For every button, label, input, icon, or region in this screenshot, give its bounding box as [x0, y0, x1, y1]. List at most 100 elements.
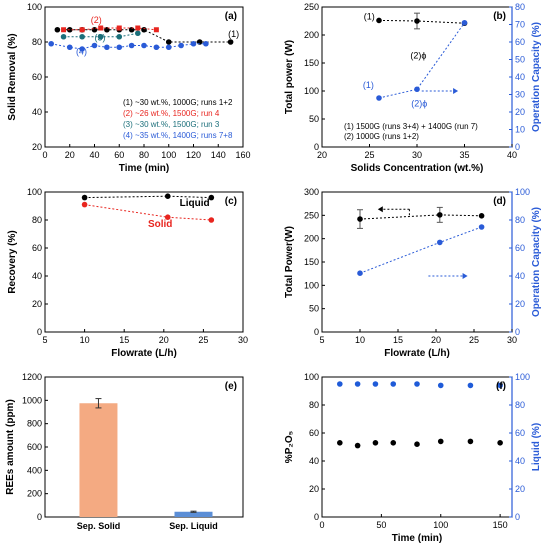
data-point [208, 217, 215, 223]
y2-tick-label: 60 [515, 428, 525, 438]
data-point [54, 26, 61, 33]
y-tick-label: 200 [304, 30, 319, 40]
y2-tick-label: 100 [515, 372, 530, 382]
series-0 [81, 193, 215, 201]
x-tick-label: 30 [238, 335, 248, 345]
data-point [165, 39, 172, 45]
x-tick-label: 0 [319, 520, 324, 530]
data-point [153, 27, 159, 33]
data-point [128, 42, 135, 49]
y-tick-label: 40 [32, 271, 42, 281]
series-line [84, 195, 212, 199]
series-1 [357, 224, 485, 277]
data-point [164, 214, 171, 220]
data-point [357, 270, 363, 277]
legend-entry: (2) ~26 wt.%, 1500G; run 4 [123, 109, 220, 118]
series-line [378, 22, 465, 99]
x-tick-label: 10 [80, 335, 90, 345]
x-tick-label: 20 [431, 335, 441, 345]
y2-axis-label: Liquid (%) [531, 423, 542, 471]
y-axis-label: Recovery (%) [7, 230, 18, 293]
data-point [337, 381, 343, 387]
panel-c: 5 10 15 20 25 30 Flowrate (L/h) 0 20 40 60 80 100 Rec… [7, 187, 248, 359]
y-tick-label: 0 [37, 512, 42, 522]
y-tick-label: 250 [304, 2, 319, 12]
x-tick-label: 35 [459, 150, 469, 160]
x-axis-label: Flowrate (L/h) [111, 348, 177, 359]
x-tick-label: 30 [507, 335, 517, 345]
note-text: (1) 1500G (runs 3+4) + 1400G (run 7) [344, 122, 478, 131]
series-2 [60, 30, 141, 40]
data-point [116, 33, 123, 40]
y-tick-label: 0 [314, 142, 319, 152]
panel-e: 0 200 400 600 800 1000 1200 REEs amount (ppm) Se… [5, 372, 244, 531]
x-tick-label: 80 [139, 150, 149, 160]
data-point [81, 194, 88, 201]
y2-tick-label: 80 [515, 400, 525, 410]
data-point [354, 442, 361, 449]
data-point [414, 86, 420, 93]
data-point [178, 42, 184, 49]
bar [79, 403, 118, 517]
panel-f: 0 50 100 150 Time (min) 0 20 40 60 80 100 %P₂O₅ 0 20 4… [284, 372, 542, 544]
data-point [390, 440, 397, 446]
data-point [97, 33, 104, 40]
series-1 [337, 381, 503, 389]
data-point [116, 44, 123, 51]
bar [174, 511, 213, 517]
category-label: Sep. Liquid [169, 521, 218, 531]
x-tick-label: 40 [507, 150, 517, 160]
x-tick-label: 0 [42, 150, 47, 160]
data-point [390, 381, 397, 387]
data-point [478, 224, 485, 230]
y2-tick-label: 50 [515, 55, 525, 65]
x-tick-label: 160 [235, 150, 250, 160]
data-point [164, 193, 171, 199]
y2-tick-label: 10 [515, 125, 525, 135]
y2-tick-label: 40 [515, 271, 525, 281]
data-point [414, 441, 420, 448]
data-point [376, 95, 382, 101]
y-tick-label: 60 [309, 428, 319, 438]
y-axis-label: Total power (W) [284, 40, 295, 114]
annotation: (4) [76, 46, 87, 56]
y2-tick-label: 40 [515, 72, 525, 82]
y-tick-label: 80 [32, 215, 42, 225]
series-line [359, 214, 482, 220]
y-tick-label: 250 [304, 210, 319, 220]
y2-tick-label: 80 [515, 2, 525, 12]
y-tick-label: 100 [27, 187, 42, 197]
data-point [81, 201, 88, 208]
x-axis-label: Time (min) [392, 533, 442, 544]
data-point [79, 46, 85, 52]
series-line [359, 226, 482, 274]
data-point [60, 33, 67, 40]
y-tick-label: 600 [27, 442, 42, 452]
data-point [135, 30, 141, 37]
y-tick-label: 150 [304, 58, 319, 68]
series-line [378, 19, 465, 24]
series-0 [337, 438, 503, 449]
data-point [414, 18, 420, 24]
data-point [437, 212, 443, 218]
y2-tick-label: 100 [515, 187, 530, 197]
x-axis-label: Time (min) [119, 163, 169, 174]
data-point [354, 381, 361, 387]
data-point [48, 40, 54, 47]
legend-entry: (1) ~30 wt.%, 1000G; runs 1+2 [123, 98, 233, 107]
data-point [461, 19, 468, 26]
x-tick-label: 25 [198, 335, 208, 345]
series-1 [376, 19, 468, 101]
y-tick-label: 100 [27, 2, 42, 12]
panel-b: 20 25 30 35 40 Solids Concentration (wt.%) 0 50… [284, 2, 542, 174]
y-axis-label: Total Power(W) [284, 226, 295, 298]
x-tick-label: 15 [119, 335, 129, 345]
y2-tick-label: 0 [515, 327, 520, 337]
y-tick-label: 60 [32, 243, 42, 253]
data-point [376, 17, 382, 24]
y2-tick-label: 0 [515, 142, 520, 152]
y-tick-label: 20 [309, 484, 319, 494]
